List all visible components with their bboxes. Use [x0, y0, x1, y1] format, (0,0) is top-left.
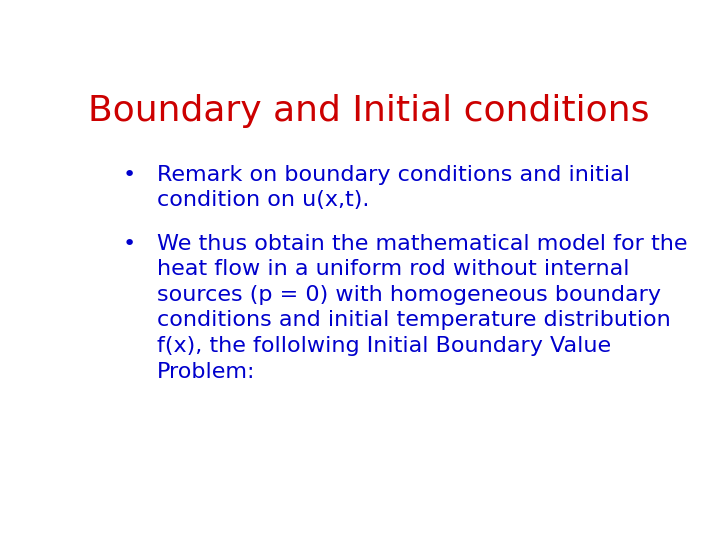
Text: Boundary and Initial conditions: Boundary and Initial conditions	[89, 94, 649, 128]
Text: We thus obtain the mathematical model for the
heat flow in a uniform rod without: We thus obtain the mathematical model fo…	[157, 234, 688, 382]
Text: Remark on boundary conditions and initial
condition on u(x,t).: Remark on boundary conditions and initia…	[157, 165, 630, 210]
Text: •: •	[122, 165, 135, 185]
Text: •: •	[122, 234, 135, 254]
